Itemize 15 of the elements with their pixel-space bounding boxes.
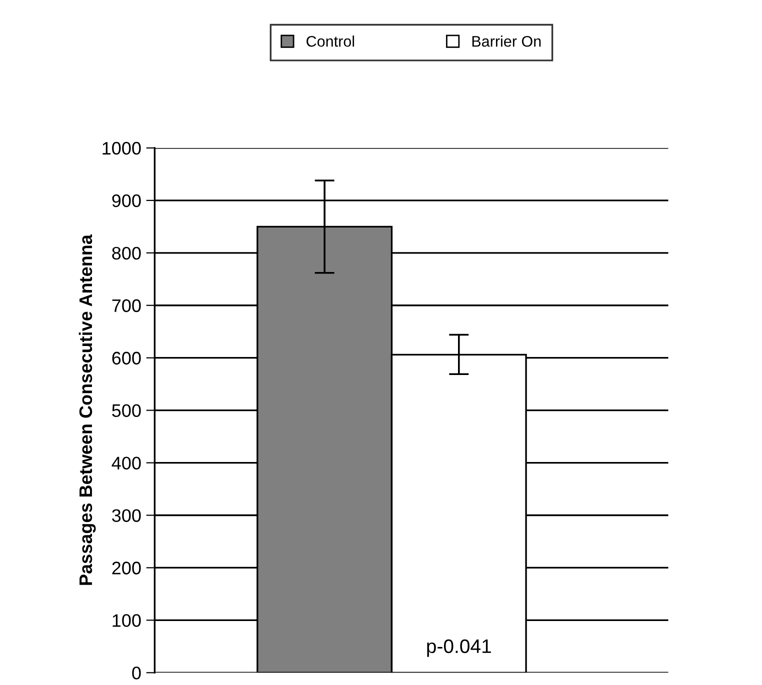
y-tick-label: 400: [112, 456, 141, 470]
y-tick-label: 200: [112, 562, 141, 574]
y-tick-label: 100: [112, 614, 141, 627]
y-axis-title: Passages Between Consecutive Antenna: [78, 234, 96, 585]
y-tick-label: 900: [112, 194, 141, 208]
y-tick-label: 300: [112, 509, 141, 522]
y-tick-label: 1000: [102, 142, 141, 155]
legend-label: Barrier On: [472, 36, 541, 47]
legend-label: Control: [306, 36, 354, 47]
annotation: p-0.041: [427, 639, 491, 657]
y-tick-label: 500: [112, 404, 141, 418]
y-tick-label: 800: [112, 246, 141, 260]
y-tick-label: 600: [112, 352, 141, 365]
y-tick-label: 0: [132, 666, 141, 680]
y-tick-label: 700: [112, 299, 141, 312]
